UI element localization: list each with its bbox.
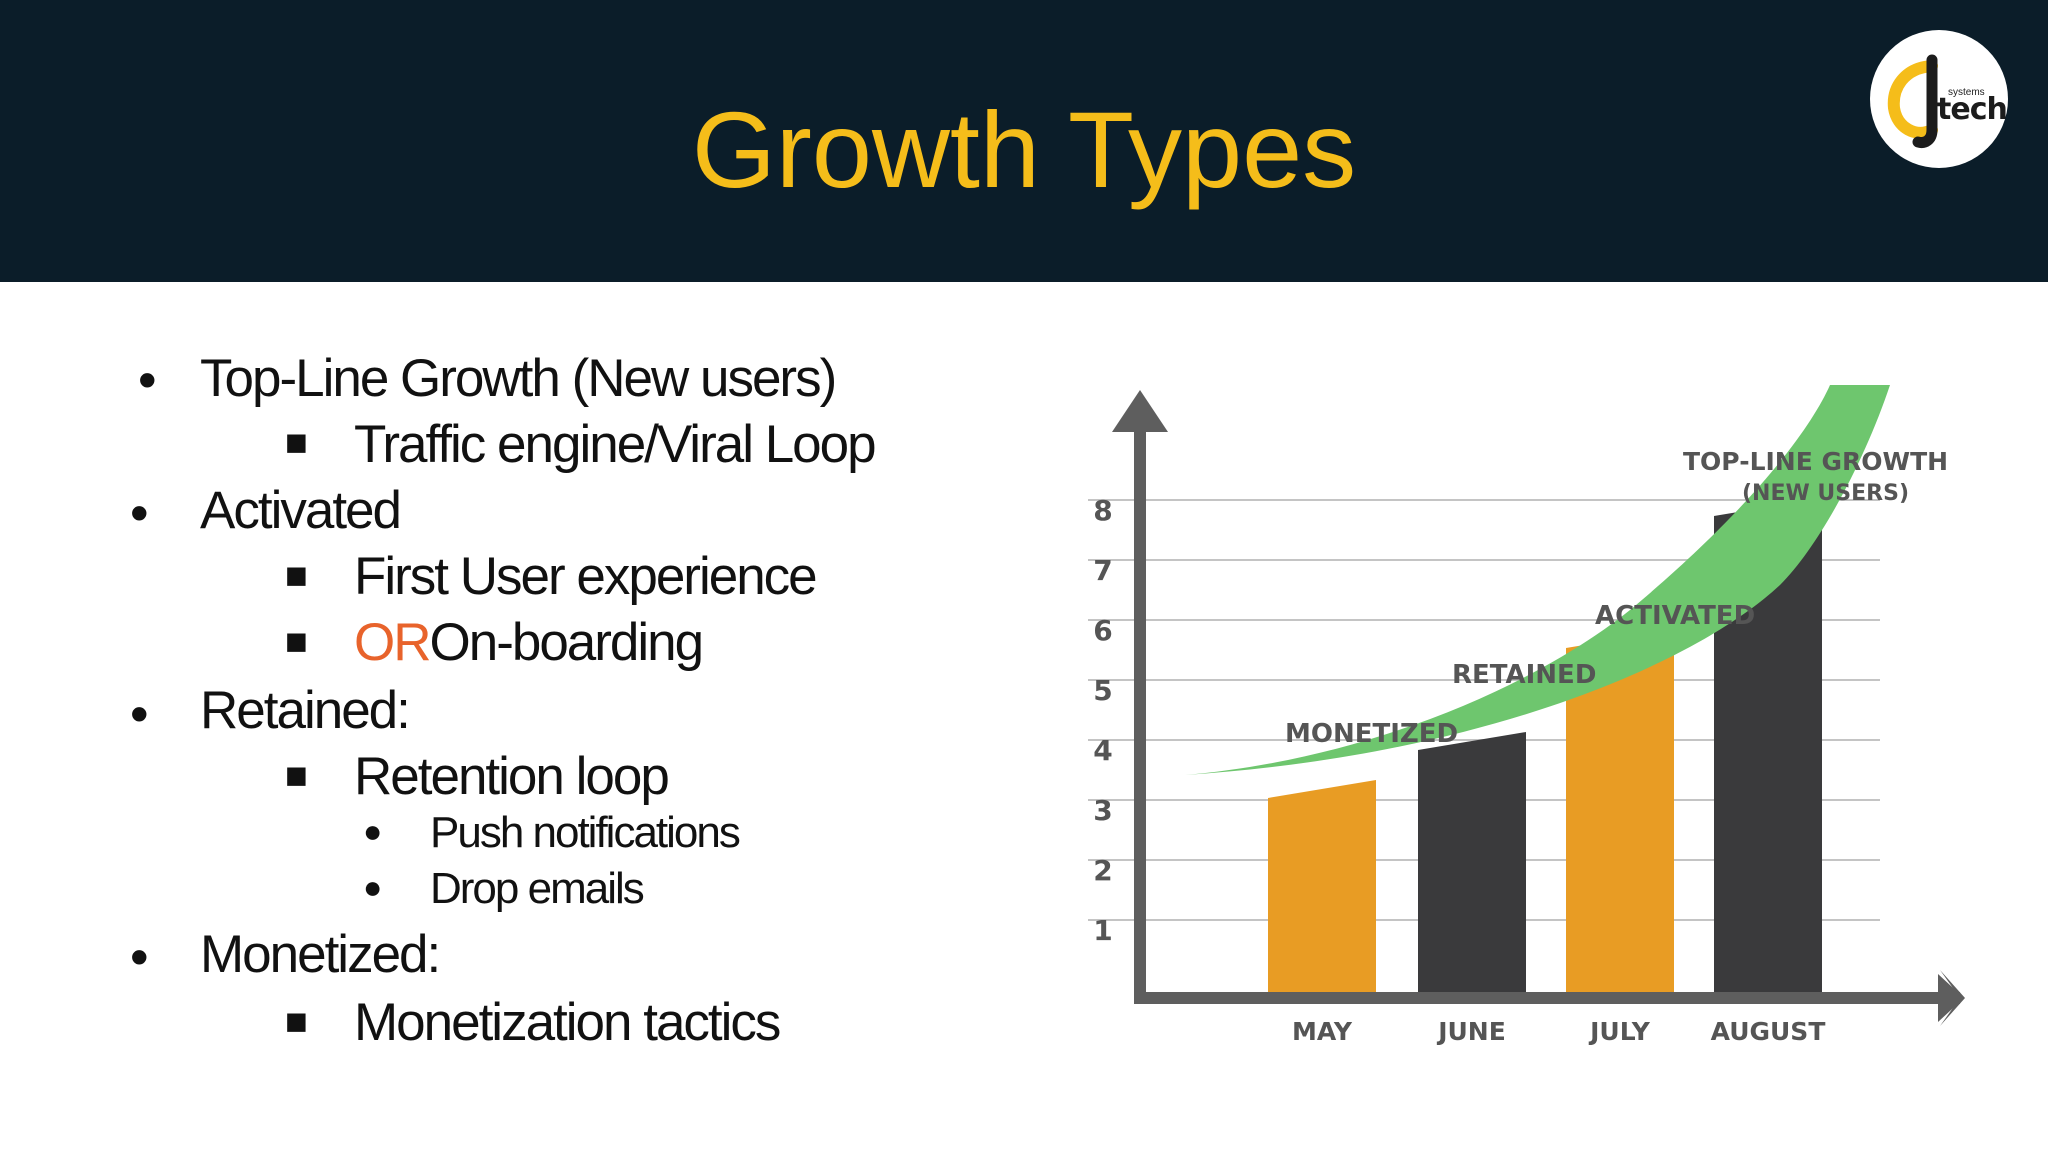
annotation-top-line-growth: TOP-LINE GROWTH xyxy=(1683,447,1948,476)
bullet-monetization-tactics: Monetization tactics xyxy=(354,993,781,1052)
logo-tech-text: tech xyxy=(1937,92,2008,127)
annotation-retained: RETAINED xyxy=(1452,660,1596,690)
growth-chart: 1 2 3 4 5 6 7 8 MAY JUNE JULY AUGUST MONETIZED RET… xyxy=(1088,385,1965,1046)
bullet-marker: • xyxy=(130,928,149,987)
bullet-marker: ● xyxy=(363,813,383,849)
bullet-marker: • xyxy=(138,351,157,410)
x-tick-label: JULY xyxy=(1588,1017,1651,1046)
chart-annotations: MONETIZED RETAINED ACTIVATED TOP-LINE GR… xyxy=(1285,447,1948,749)
bullet-retained: Retained: xyxy=(200,681,411,740)
y-tick-label: 8 xyxy=(1093,494,1112,527)
x-tick-label: MAY xyxy=(1292,1017,1353,1046)
bullet-marker: • xyxy=(130,685,149,744)
bullet-retention-loop: Retention loop xyxy=(354,747,670,806)
bullet-marker: ■ xyxy=(285,555,308,597)
y-tick-label: 7 xyxy=(1093,554,1112,587)
y-tick-label: 4 xyxy=(1093,734,1112,767)
chart-y-ticks: 1 2 3 4 5 6 7 8 xyxy=(1093,494,1112,947)
bullet-marker: • xyxy=(130,484,149,543)
bar-july xyxy=(1566,630,1674,992)
logo-mark-icon xyxy=(1887,54,1938,148)
chart-x-ticks: MAY JUNE JULY AUGUST xyxy=(1292,1017,1825,1046)
growth-curve-arrow xyxy=(1185,385,1890,775)
bullet-drop-emails: Drop emails xyxy=(430,864,645,913)
chart-bars xyxy=(1268,498,1822,992)
slide-header xyxy=(0,0,2048,282)
bar-august xyxy=(1714,498,1822,992)
y-tick-label: 1 xyxy=(1093,914,1112,947)
bar-june xyxy=(1418,732,1526,992)
slide-title: Growth Types xyxy=(691,89,1357,210)
bullet-marker: ■ xyxy=(285,755,308,797)
annotation-new-users: (NEW USERS) xyxy=(1742,481,1909,506)
x-tick-label: AUGUST xyxy=(1711,1017,1826,1046)
y-tick-label: 2 xyxy=(1093,854,1112,887)
bar-may xyxy=(1268,780,1376,992)
bullet-first-user-experience: First User experience xyxy=(354,547,818,606)
logo-systems-text: systems xyxy=(1948,87,1985,98)
annotation-activated: ACTIVATED xyxy=(1595,601,1755,631)
bullet-list: • Top-Line Growth (New users) ■ Traffic … xyxy=(0,330,1000,1090)
bullet-top-line-growth: Top-Line Growth (New users) xyxy=(200,349,837,408)
bullet-or-accent: OR xyxy=(354,613,431,672)
chart-axes xyxy=(1112,390,1965,1026)
y-tick-label: 6 xyxy=(1093,614,1112,647)
y-tick-label: 5 xyxy=(1093,674,1112,707)
x-tick-label: JUNE xyxy=(1436,1017,1506,1046)
company-logo: systems tech xyxy=(1870,30,2008,168)
bullet-onboarding: OROn-boarding xyxy=(354,612,705,673)
bullet-marker: ■ xyxy=(285,621,308,663)
bullet-marker: ■ xyxy=(285,422,308,464)
bullet-traffic-engine: Traffic engine/Viral Loop xyxy=(354,415,877,474)
y-axis-arrow-icon xyxy=(1112,390,1168,432)
bullet-marker: ■ xyxy=(285,1001,308,1043)
annotation-monetized: MONETIZED xyxy=(1285,719,1458,749)
bullet-onboarding-text: On-boarding xyxy=(429,613,705,672)
y-tick-label: 3 xyxy=(1093,794,1112,827)
bullet-activated: Activated xyxy=(200,481,402,540)
bullet-push-notifications: Push notifications xyxy=(430,808,741,857)
bullet-marker: ● xyxy=(363,869,383,905)
bullet-monetized: Monetized: xyxy=(200,925,441,984)
